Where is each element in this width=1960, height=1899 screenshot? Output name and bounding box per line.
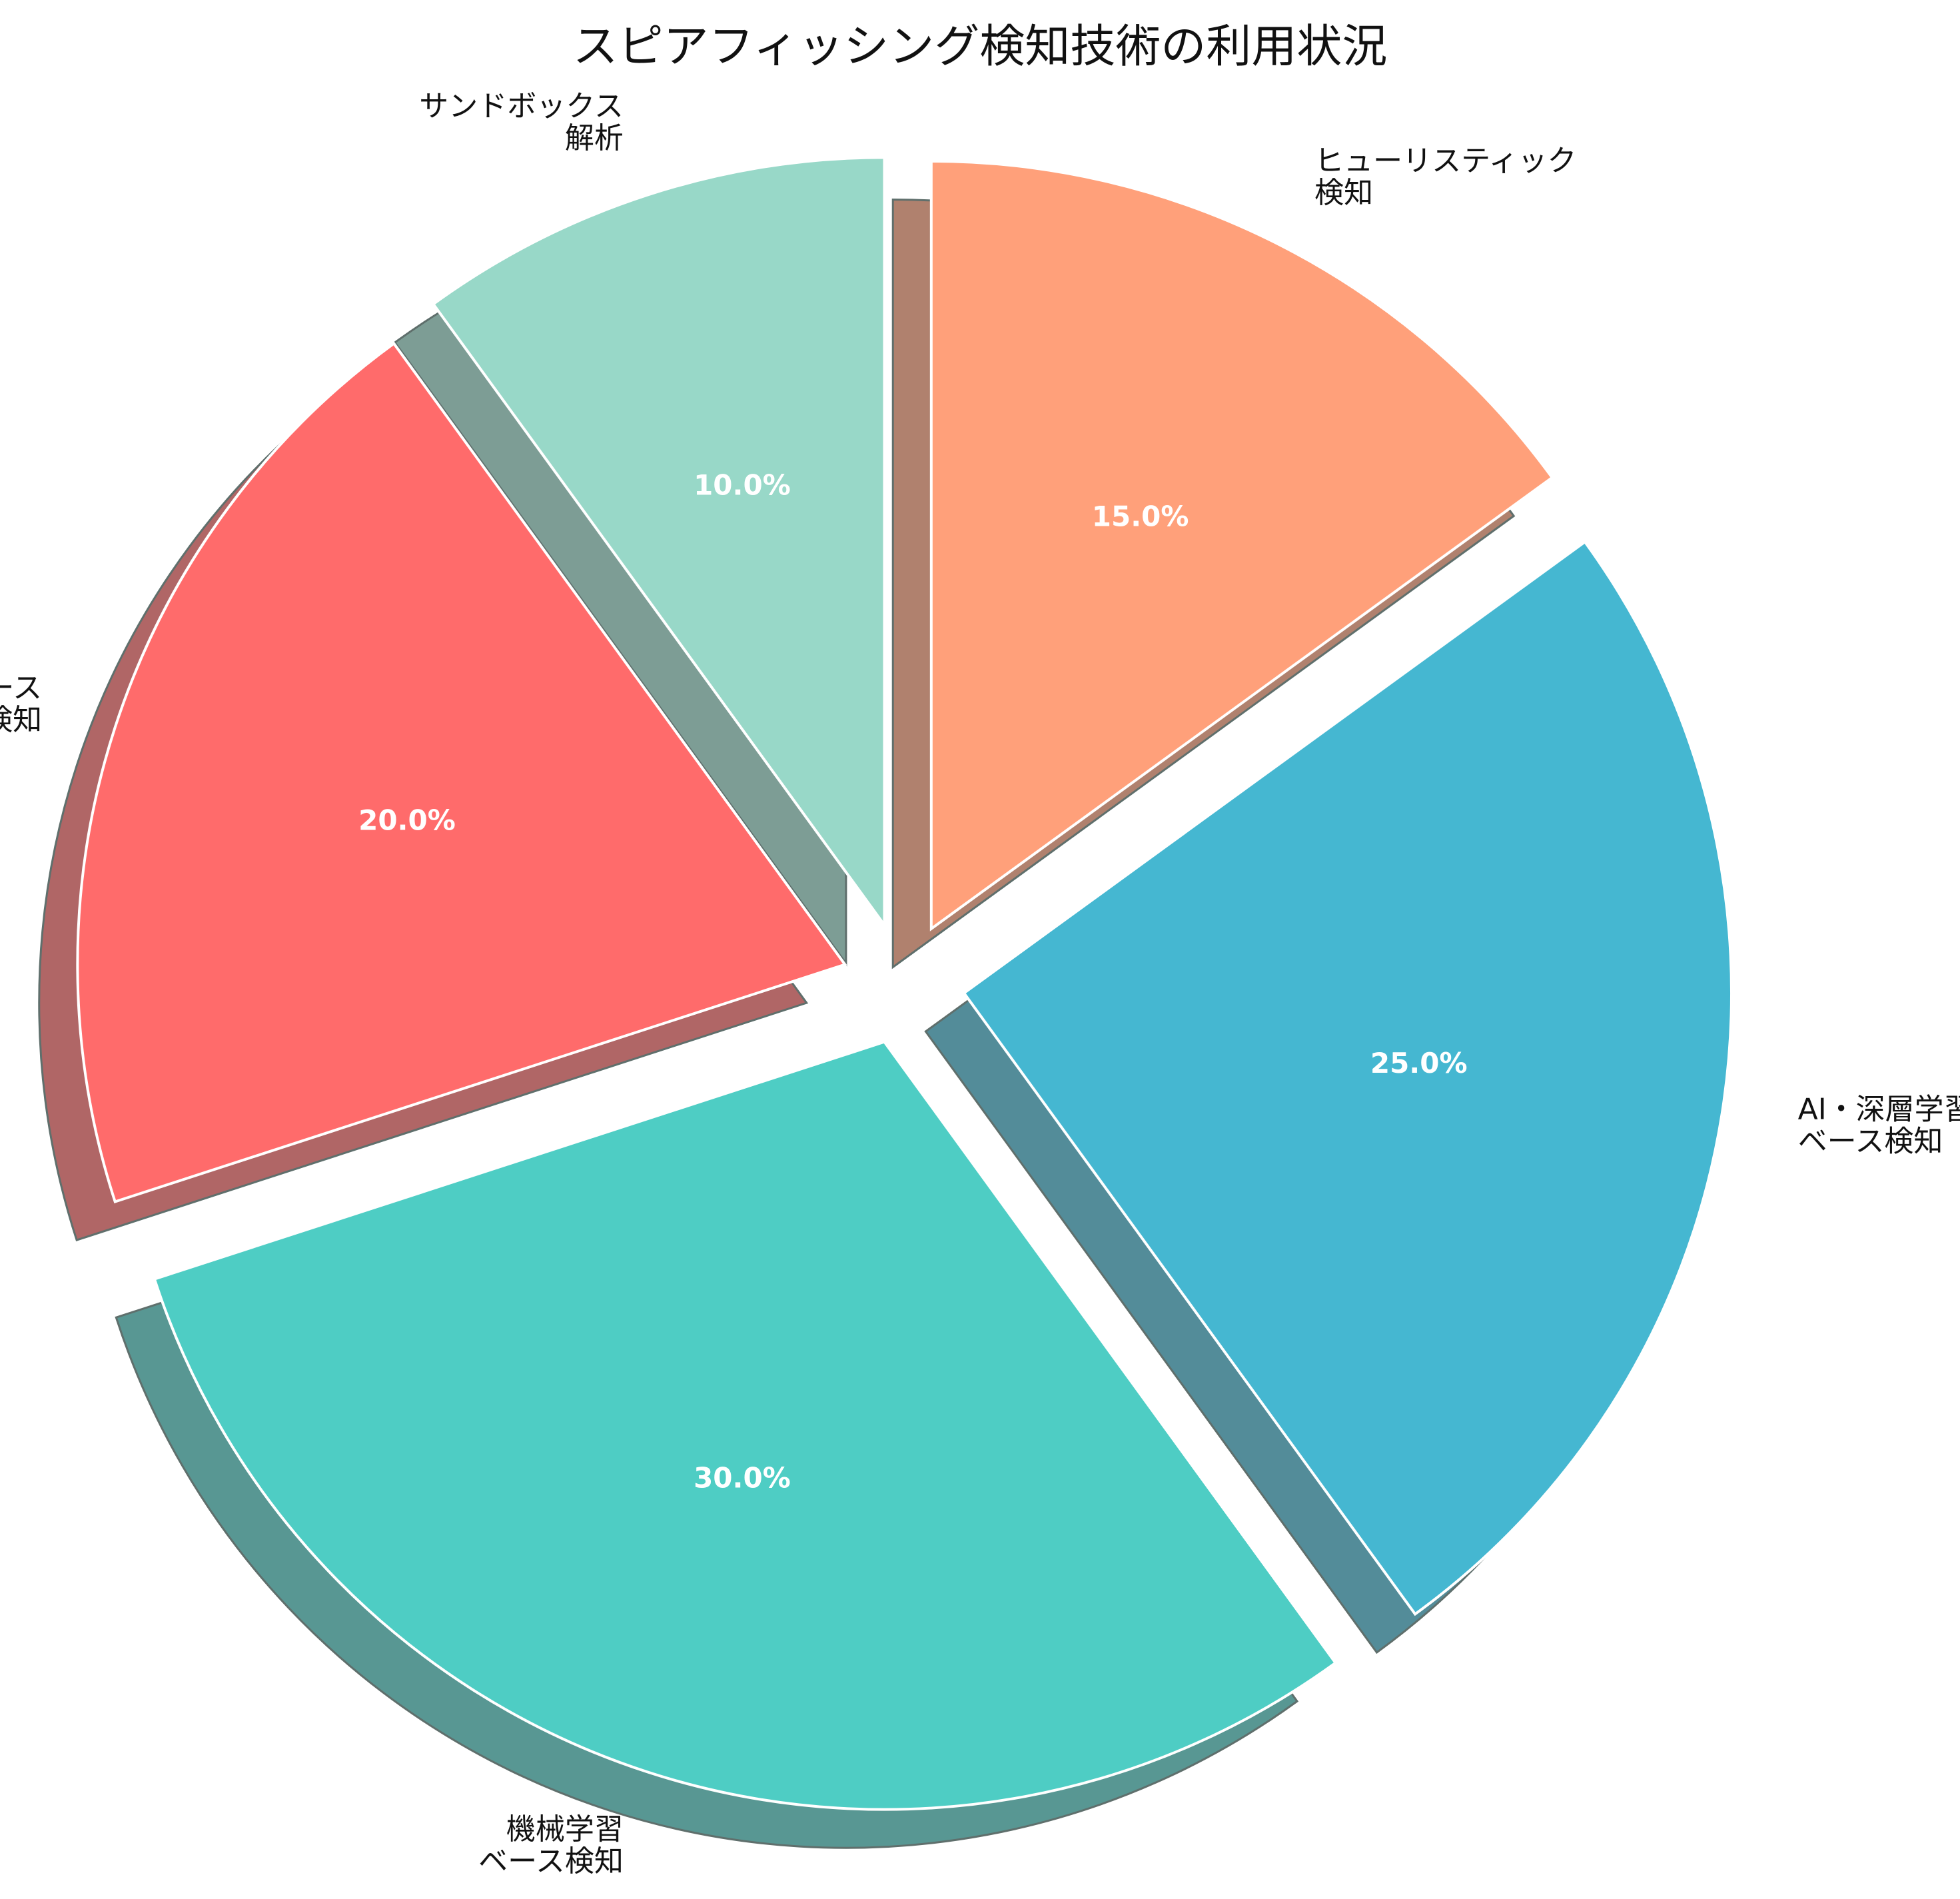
pie-slice (929, 159, 1554, 932)
slice-percent-label: 25.0% (1370, 1047, 1468, 1079)
pie-slice (962, 540, 1733, 1616)
pie-slice (431, 156, 886, 930)
chart-title: スピアフィッシング検知技術の利用状況 (572, 21, 1388, 73)
slice-percent-label: 10.0% (694, 468, 791, 501)
slice-percent-label: 30.0% (694, 1462, 791, 1495)
pie-slice (153, 1040, 1338, 1811)
slice-category-label: AI・深層学習ベース検知 (1798, 1093, 1960, 1159)
slice-percent-label: 15.0% (1092, 500, 1189, 533)
slice-category-label: ヒューリスティック検知 (1314, 144, 1576, 210)
pie-slices (76, 156, 1733, 1811)
pie-slice (76, 341, 847, 1204)
slice-category-label: サンドボックス解析 (419, 89, 624, 155)
pie-labels: 10.0% サンドボックス解析 20.0% ルールベース検知 30.0% 機械学習ベース検… (0, 89, 1960, 1878)
slice-percent-label: 20.0% (358, 804, 456, 836)
slice-category-label: ルールベース検知 (0, 671, 42, 737)
slice-category-label: 機械学習ベース検知 (478, 1812, 624, 1878)
